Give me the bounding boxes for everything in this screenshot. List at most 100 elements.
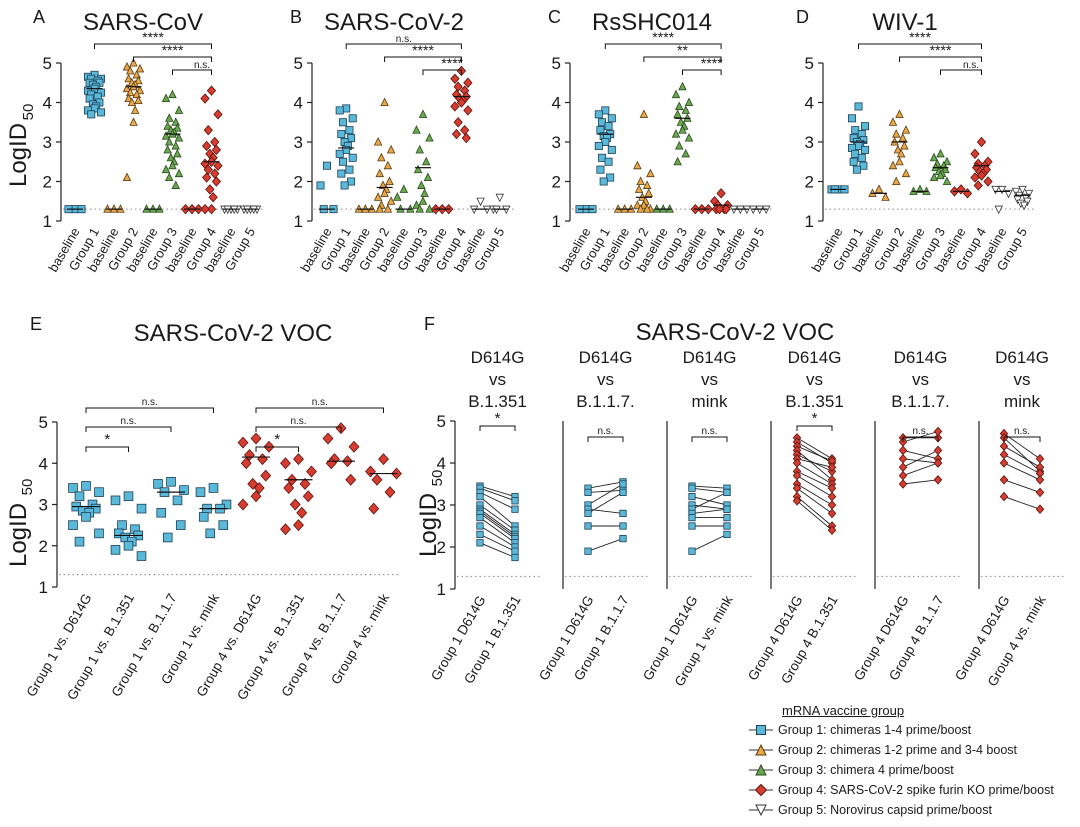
- panel-f-sub-3-point: [688, 492, 696, 501]
- panel-e-point: [74, 536, 85, 547]
- panel-d-point: [861, 145, 870, 154]
- panel-e-point: [296, 506, 308, 519]
- panel-f-sub-3-pair-line: [691, 491, 728, 510]
- panel-e-sig-bracket: [255, 407, 384, 413]
- panel-f-sub-4-pair-line: [796, 441, 833, 464]
- legend-label-group-1: Group 1: chimeras 1-4 prime/boost: [778, 723, 972, 737]
- panel-e-point: [257, 453, 268, 466]
- panel-c-point: [714, 203, 725, 215]
- panel-f-y-label-sub: 50: [429, 470, 446, 487]
- panel-f-sub-3-point: [688, 514, 696, 522]
- panel-d-point: [881, 192, 890, 201]
- panel-f-sub-1-point: [511, 553, 519, 562]
- panel-c-point: [673, 156, 682, 166]
- panel-f-sub-1-pair-line: [479, 504, 516, 531]
- panel-a-y-tick-label: 5: [43, 54, 52, 73]
- panel-f-sub-4-pair-line: [796, 483, 833, 506]
- panel-e-point: [378, 453, 389, 466]
- legend-item-group-3: Group 3: chimera 4 prime/boost: [748, 760, 1078, 780]
- panel-f-sub-4-pair-line: [796, 496, 833, 527]
- panel-a-point: [171, 140, 180, 150]
- panel-a-y-label-sub: 50: [20, 104, 37, 121]
- panel-b-sig-bracket: [422, 69, 462, 75]
- legend-item-group-1: Group 1: chimeras 1-4 prime/boost: [748, 720, 1078, 740]
- panel-d-point: [888, 160, 898, 170]
- panel-b-point: [380, 97, 389, 106]
- panel-e-y-tick-label: 5: [39, 413, 48, 432]
- panel-f-sub-2-point: [584, 509, 592, 518]
- panel-c-point: [684, 133, 694, 142]
- panel-f-sub-2-point: [619, 480, 627, 488]
- panel-f-sub-5-sig-bracket: [902, 436, 939, 442]
- panel-b-point: [393, 192, 402, 201]
- panel-f-sub-1-y-tick-label: 1: [437, 580, 446, 599]
- panel-b-point: [425, 133, 434, 142]
- panel-e-label: E: [30, 314, 42, 334]
- panel-e-point: [260, 469, 272, 482]
- panel-e-point: [253, 482, 265, 494]
- panel-e-point: [280, 457, 291, 470]
- panel-d-point: [895, 156, 904, 166]
- panel-f-sub-1-pair-line: [479, 496, 516, 527]
- panel-f-sub-3-point: [723, 522, 731, 530]
- panel-a-point: [200, 203, 210, 215]
- panel-a-point: [205, 184, 215, 195]
- panel-d-point: [898, 133, 907, 142]
- panel-b-point: [335, 149, 344, 158]
- panel-f-sub-3-point: [688, 484, 696, 492]
- panel-b-point: [451, 128, 462, 140]
- panel-f-sub-1-point: [476, 539, 484, 547]
- panel-a-y-tick-label: 1: [43, 212, 52, 231]
- panel-f-sub-6-pair-line: [1003, 496, 1041, 510]
- panel-b-point: [386, 144, 396, 154]
- panel-e-sig-bracket: [85, 426, 172, 432]
- panel-e-point: [110, 495, 121, 506]
- panel-f-sub-6-title: mink: [1004, 392, 1040, 411]
- panel-c-point: [594, 110, 603, 119]
- panel-f-sub-3-title: mink: [692, 392, 728, 411]
- panel-b-sig-label: ****: [412, 42, 434, 58]
- panel-b-point: [338, 157, 347, 166]
- panel-c-point: [675, 140, 684, 150]
- panel-c-point: [607, 114, 616, 123]
- panel-e-point: [293, 519, 304, 532]
- panel-a-title: SARS-CoV: [83, 9, 203, 36]
- panel-c-point: [604, 157, 613, 166]
- panel-f-sub-4-pair-line: [796, 470, 833, 489]
- panel-f-sub-1-pair-line: [479, 517, 516, 544]
- panel-f-sub-5-point: [933, 458, 943, 468]
- legend-marker-group-1: [749, 725, 773, 735]
- panel-d-point: [893, 144, 903, 154]
- panel-d-point: [901, 125, 911, 134]
- panel-c-point: [678, 125, 687, 134]
- panel-f-sub-1-pair-line: [479, 508, 516, 535]
- panel-e-point: [208, 483, 219, 493]
- panel-d-point: [929, 152, 939, 162]
- panel-a-point: [174, 105, 184, 114]
- panel-c-point: [716, 188, 726, 199]
- panel-b-point: [340, 181, 349, 190]
- panel-d-point: [848, 114, 857, 123]
- panel-e-title: SARS-CoV-2 VOC: [134, 320, 333, 347]
- panel-b-point: [378, 180, 388, 189]
- panel-f-sub-3-title: D614G: [683, 348, 737, 367]
- panel-a-point: [161, 164, 171, 174]
- legend-title: mRNA vaccine group: [782, 703, 905, 718]
- legend: mRNA vaccine group Group 1: chimeras 1-4…: [748, 703, 1078, 820]
- panel-b-point: [495, 193, 505, 203]
- panel-b-point: [383, 160, 393, 170]
- panel-c-sig-label: **: [677, 42, 688, 58]
- panel-b-point: [418, 196, 428, 205]
- panel-a-point: [166, 152, 176, 162]
- panel-f-sub-6-point: [999, 449, 1009, 460]
- panel-e-point: [250, 432, 262, 445]
- panel-b-sig-bracket: [345, 43, 462, 49]
- panel-f-sub-2-pair-line: [587, 483, 624, 506]
- panel-d-point: [901, 168, 911, 178]
- panel-d-label: D: [796, 7, 809, 27]
- panel-f-sub-5-point: [933, 474, 943, 485]
- panel-e-point: [68, 520, 78, 530]
- panel-e-point: [280, 523, 291, 536]
- panel-f-sub-5-pair-line: [902, 479, 939, 485]
- panel-f-sub-2-sig-bracket: [587, 436, 624, 442]
